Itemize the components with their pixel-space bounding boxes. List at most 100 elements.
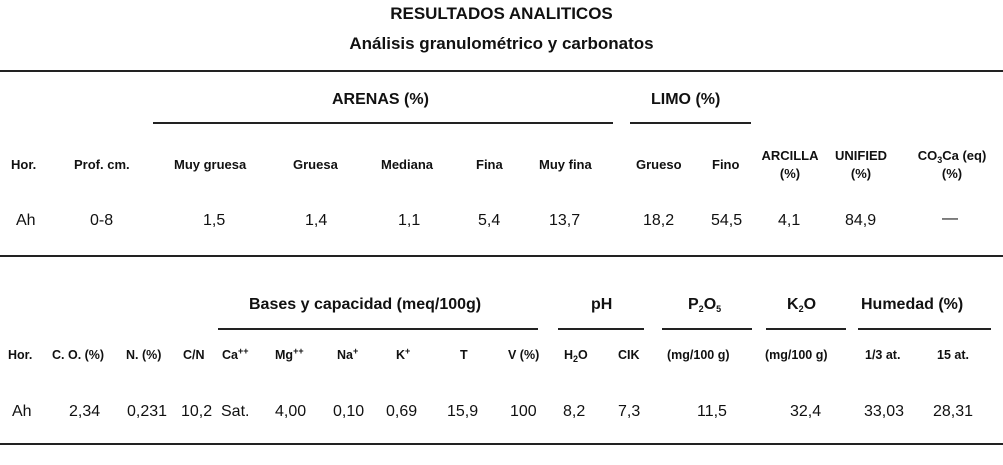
group-humedad: Humedad (%) bbox=[861, 296, 964, 313]
h2o-a: H bbox=[564, 348, 574, 362]
arcilla-unit: (%) bbox=[779, 166, 801, 181]
p2o5-sub2: 5 bbox=[716, 304, 722, 314]
t2-header-t: T bbox=[460, 348, 468, 362]
t1-header-unified: UNIFIED (%) bbox=[829, 147, 893, 183]
table2-top-rule bbox=[0, 255, 1003, 257]
p2o5-b: O bbox=[703, 296, 717, 313]
mg-label: Mg bbox=[275, 348, 294, 362]
t2-cell-p2o5: 11,5 bbox=[697, 403, 727, 420]
unified-label: UNIFIED bbox=[835, 148, 887, 163]
arenas-rule bbox=[153, 122, 613, 124]
group-p2o5: P2O5 bbox=[688, 296, 721, 314]
t2-cell-v: 100 bbox=[510, 403, 537, 420]
h2o-b: O bbox=[578, 348, 588, 362]
humedad-rule bbox=[858, 328, 991, 330]
t1-cell-prof: 0-8 bbox=[90, 212, 114, 229]
t1-cell-unified: 84,9 bbox=[845, 212, 877, 229]
t2-header-mg: Mg++ bbox=[275, 346, 304, 363]
co3ca-label-a: CO bbox=[917, 148, 938, 163]
t2-header-hum-15: 15 at. bbox=[937, 348, 969, 362]
k2o-rule bbox=[766, 328, 846, 330]
bases-rule bbox=[218, 328, 538, 330]
t1-header-arcilla: ARCILLA (%) bbox=[758, 147, 822, 183]
t2-cell-hum-13: 33,03 bbox=[864, 403, 905, 420]
t2-header-k2o-unit: (mg/100 g) bbox=[765, 348, 828, 362]
unified-unit: (%) bbox=[850, 166, 872, 181]
t1-cell-mediana: 1,1 bbox=[398, 212, 421, 229]
t2-header-co: C. O. (%) bbox=[52, 348, 105, 362]
t1-header-muy-gruesa: Muy gruesa bbox=[174, 157, 247, 172]
t2-cell-na: 0,10 bbox=[333, 403, 365, 420]
t2-header-hum-13: 1/3 at. bbox=[865, 348, 901, 362]
t1-header-prof: Prof. cm. bbox=[74, 157, 130, 172]
co3ca-sub: 3 bbox=[937, 155, 943, 165]
t1-cell-arcilla: 4,1 bbox=[778, 212, 801, 229]
co3ca-unit: (%) bbox=[941, 166, 963, 181]
group-limo: LIMO (%) bbox=[651, 91, 721, 108]
t2-cell-mg: 4,00 bbox=[275, 403, 307, 420]
t2-cell-hum-15: 28,31 bbox=[933, 403, 974, 420]
arcilla-label: ARCILLA bbox=[761, 148, 819, 163]
t2-cell-h2o: 8,2 bbox=[563, 403, 586, 420]
p2o5-sub1: 2 bbox=[698, 304, 704, 314]
t2-header-na: Na+ bbox=[337, 346, 359, 363]
p2o5-a: P bbox=[688, 296, 699, 313]
k2o-b: O bbox=[803, 296, 817, 313]
page-title: RESULTADOS ANALITICOS bbox=[390, 4, 613, 23]
k-label: K bbox=[396, 348, 406, 362]
t1-cell-co3ca: — bbox=[942, 210, 958, 227]
page-subtitle: Análisis granulométrico y carbonatos bbox=[349, 34, 654, 53]
t1-cell-gruesa: 1,4 bbox=[305, 212, 328, 229]
t2-cell-hor: Ah bbox=[12, 403, 32, 420]
p2o5-rule bbox=[662, 328, 752, 330]
table1-top-rule bbox=[0, 70, 1003, 72]
ph-rule bbox=[558, 328, 644, 330]
t1-cell-hor: Ah bbox=[16, 212, 36, 229]
na-label: Na bbox=[337, 348, 353, 362]
t1-header-gruesa: Gruesa bbox=[293, 157, 338, 172]
group-k2o: K2O bbox=[787, 296, 816, 314]
t2-cell-k: 0,69 bbox=[386, 403, 418, 420]
t1-header-co3ca: CO3Ca (eq) (%) bbox=[906, 147, 998, 183]
t1-header-muy-fina: Muy fina bbox=[539, 157, 592, 172]
t1-header-mediana: Mediana bbox=[381, 157, 434, 172]
t1-cell-muy-gruesa: 1,5 bbox=[203, 212, 226, 229]
table2-bottom-rule bbox=[0, 443, 1003, 445]
t2-header-ca: Ca++ bbox=[222, 346, 249, 363]
t2-cell-k2o: 32,4 bbox=[790, 403, 822, 420]
t1-header-hor: Hor. bbox=[11, 157, 37, 172]
mg-sup: ++ bbox=[293, 346, 304, 356]
na-sup: + bbox=[352, 346, 359, 356]
t2-header-h2o: H2O bbox=[564, 348, 588, 364]
t1-header-fino: Fino bbox=[712, 157, 740, 172]
t2-header-cn: C/N bbox=[183, 348, 205, 362]
k2o-a: K bbox=[787, 296, 799, 313]
co3ca-label-b: Ca (eq) bbox=[942, 148, 987, 163]
t1-header-grueso: Grueso bbox=[636, 157, 682, 172]
t2-header-p2o5-unit: (mg/100 g) bbox=[667, 348, 730, 362]
t2-header-k: K+ bbox=[396, 346, 411, 363]
group-arenas: ARENAS (%) bbox=[332, 91, 429, 108]
t2-cell-n: 0,231 bbox=[127, 403, 168, 420]
t1-cell-fina: 5,4 bbox=[478, 212, 501, 229]
t2-header-n: N. (%) bbox=[126, 348, 162, 362]
t2-cell-t: 15,9 bbox=[447, 403, 479, 420]
t2-cell-cn: 10,2 bbox=[181, 403, 213, 420]
ca-sup: ++ bbox=[237, 346, 249, 356]
t1-cell-fino: 54,5 bbox=[711, 212, 743, 229]
t2-header-hor: Hor. bbox=[8, 348, 33, 362]
t2-cell-cik: 7,3 bbox=[618, 403, 641, 420]
ca-label: Ca bbox=[222, 348, 238, 362]
t2-cell-ca: Sat. bbox=[221, 403, 250, 420]
t2-header-cik: CIK bbox=[618, 348, 640, 362]
t1-header-fina: Fina bbox=[476, 157, 503, 172]
k2o-sub: 2 bbox=[798, 304, 804, 314]
t1-cell-grueso: 18,2 bbox=[643, 212, 675, 229]
t2-header-v: V (%) bbox=[508, 348, 540, 362]
k-sup: + bbox=[405, 346, 411, 356]
h2o-sub: 2 bbox=[573, 354, 579, 364]
group-ph: pH bbox=[591, 296, 613, 313]
group-bases: Bases y capacidad (meq/100g) bbox=[249, 296, 482, 313]
t1-cell-muy-fina: 13,7 bbox=[549, 212, 581, 229]
limo-rule bbox=[630, 122, 751, 124]
